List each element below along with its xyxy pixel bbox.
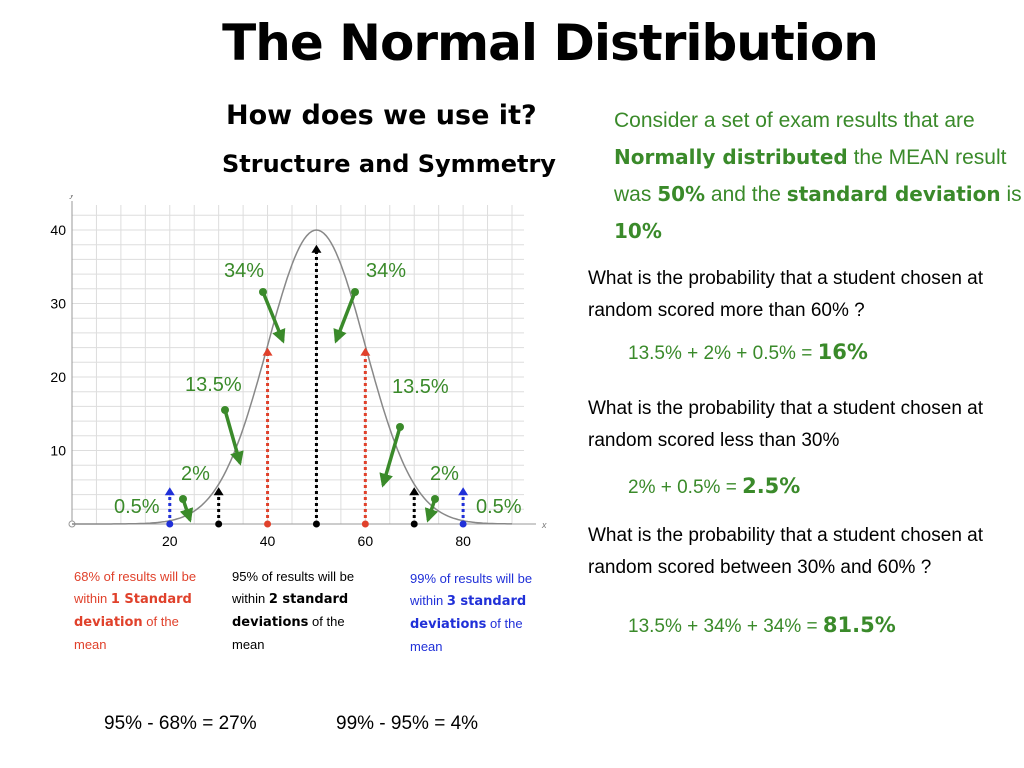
green-arrow-tail <box>431 495 439 503</box>
green-arrow <box>333 291 357 344</box>
arrowhead-50 <box>311 244 322 253</box>
subtitle-how: How does we use it? <box>226 100 537 131</box>
percent-label: 2% <box>181 463 210 485</box>
intro-text-3: and the <box>705 183 787 206</box>
x-axis-letter: x <box>541 520 547 530</box>
note-2sd-text: 95% of results will be within <box>232 569 355 606</box>
percent-labels: 0.5% 2% 13.5% 34% 34% 13.5% 2% 0.5% <box>114 260 522 518</box>
intro-text-2: the MEAN result was <box>614 146 1007 206</box>
base-dot-40 <box>264 520 272 528</box>
intro-bold-mean: 50% <box>657 182 706 206</box>
green-arrow-tail <box>351 288 359 296</box>
page-title: The Normal Distribution <box>222 14 879 72</box>
tick-labels: 20 40 60 80 10 20 30 40 <box>50 222 471 549</box>
arrowhead-60 <box>360 347 371 356</box>
note-1sd: 68% of results will be within 1 Standard… <box>74 566 214 656</box>
arrowhead-20 <box>164 487 175 496</box>
note-1sd-tail: of the mean <box>74 614 179 652</box>
answer-1: 13.5% + 2% + 0.5% = 16% <box>628 340 868 365</box>
base-dot-80 <box>459 520 467 528</box>
green-arrows <box>179 288 439 523</box>
intro-bold-normal: Normally distributed <box>614 145 848 169</box>
y-tick-label: 20 <box>50 369 66 385</box>
percent-label: 13.5% <box>185 374 242 396</box>
note-3sd-text: 99% of results will be within <box>410 571 533 608</box>
intro-bold-sd: standard deviation <box>786 182 1001 206</box>
arrowhead-80 <box>458 487 469 496</box>
answer-2-expr: 2% + 0.5% = <box>628 477 743 498</box>
note-3sd: 99% of results will be within 3 standard… <box>410 568 550 658</box>
arrowhead-40 <box>262 347 273 356</box>
green-arrow-tail <box>396 423 404 431</box>
base-dot-70 <box>410 520 418 528</box>
base-dot-60 <box>361 520 369 528</box>
answer-3-expr: 13.5% + 34% + 34% = <box>628 616 823 637</box>
intro-bold-sd-value: 10% <box>614 219 662 243</box>
note-2sd-bold: 2 standard deviations <box>232 592 349 630</box>
y-tick-label: 40 <box>50 222 66 238</box>
note-2sd: 95% of results will be within 2 standard… <box>232 566 372 656</box>
y-tick-label: 30 <box>50 296 66 312</box>
bottom-calc-right: 99% - 95% = 4% <box>336 713 479 734</box>
subtitle-structure: Structure and Symmetry <box>222 150 556 178</box>
note-1sd-text: 68% of results will be within <box>74 569 197 606</box>
dotted-lines <box>164 244 469 528</box>
green-arrow-tail <box>179 495 187 503</box>
normal-distribution-chart: yx 0.5%2%13.5%34%34%13.5%2%0.5% 20406080… <box>50 195 547 549</box>
y-axis-letter: y <box>69 195 75 199</box>
question-3: What is the probability that a student c… <box>588 525 984 578</box>
x-tick-label: 20 <box>162 533 178 549</box>
normal-curve <box>72 229 512 525</box>
answer-1-result: 16% <box>817 340 868 364</box>
note-3sd-tail: of the mean <box>410 616 523 654</box>
percent-label: 13.5% <box>392 376 449 398</box>
answer-1-expr: 13.5% + 2% + 0.5% = <box>628 343 818 364</box>
percent-label: 2% <box>430 463 459 485</box>
bottom-calc-left: 95% - 68% = 27% <box>104 713 257 734</box>
percent-label: 0.5% <box>476 496 522 518</box>
answer-3: 13.5% + 34% + 34% = 81.5% <box>628 613 896 638</box>
question-2: What is the probability that a student c… <box>588 398 984 451</box>
note-1sd-bold: 1 Standard deviation <box>74 592 192 630</box>
percent-label: 34% <box>224 260 264 282</box>
question-1: What is the probability that a student c… <box>588 268 984 321</box>
y-tick-label: 10 <box>50 443 66 459</box>
answer-2-result: 2.5% <box>742 474 801 498</box>
intro-text-1: Consider a set of exam results that are <box>614 109 975 132</box>
chart-axes: yx <box>68 195 547 530</box>
green-arrow <box>261 291 286 344</box>
base-dot-30 <box>215 520 223 528</box>
green-arrow-tail <box>221 406 229 414</box>
arrowhead-70 <box>409 487 420 496</box>
green-arrow <box>223 409 244 466</box>
x-tick-label: 40 <box>260 533 276 549</box>
x-tick-label: 60 <box>358 533 374 549</box>
percent-label: 34% <box>366 260 406 282</box>
note-2sd-tail: of the mean <box>232 614 345 652</box>
green-arrow-tail <box>259 288 267 296</box>
intro-text-4: is <box>1000 183 1022 206</box>
base-dot-50 <box>312 520 320 528</box>
base-dot-20 <box>166 520 174 528</box>
x-tick-label: 80 <box>455 533 471 549</box>
note-3sd-bold: 3 standard deviations <box>410 594 527 632</box>
intro-paragraph: Consider a set of exam results that are … <box>614 103 1024 250</box>
answer-3-result: 81.5% <box>822 613 896 637</box>
answer-2: 2% + 0.5% = 2.5% <box>628 474 800 499</box>
green-arrow <box>379 426 402 488</box>
percent-label: 0.5% <box>114 496 160 518</box>
arrowhead-30 <box>213 487 224 496</box>
